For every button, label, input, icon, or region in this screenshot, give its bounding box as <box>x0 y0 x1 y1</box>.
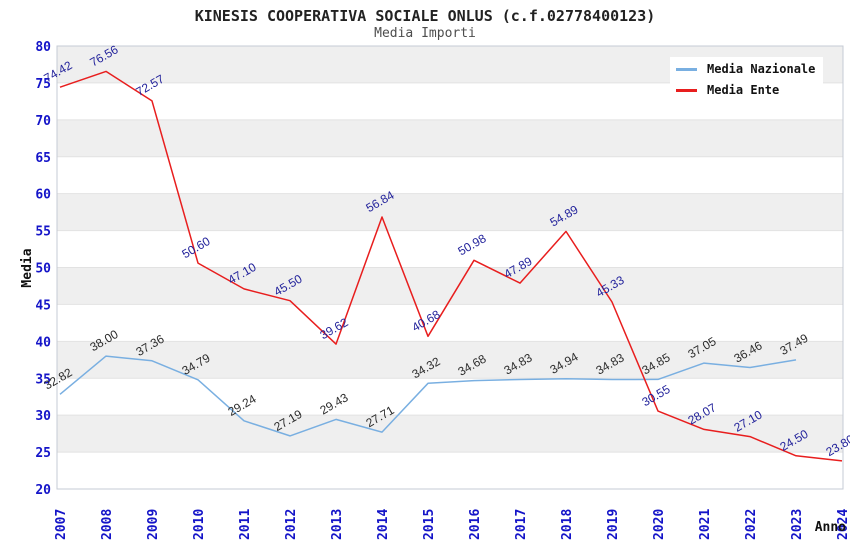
y-tick-label: 55 <box>35 225 51 240</box>
x-tick-label: 2013 <box>330 509 345 540</box>
series-line-media-ente <box>59 70 843 462</box>
x-tick-label: 2009 <box>146 509 161 540</box>
x-tick-label: 2020 <box>652 509 667 540</box>
x-tick-label: 2021 <box>698 509 713 540</box>
x-tick-label: 2019 <box>606 509 621 540</box>
series-line-media-nazionale <box>59 355 797 437</box>
y-tick-label: 75 <box>35 77 51 92</box>
legend-label-ente: Media Ente <box>707 83 780 97</box>
y-tick-label: 35 <box>35 372 51 387</box>
y-tick-label: 30 <box>35 409 51 424</box>
y-axis-title: Media <box>20 248 35 287</box>
legend: Media Nazionale Media Ente <box>670 57 824 103</box>
y-tick-label: 80 <box>35 40 51 55</box>
legend-item-media-ente: Media Ente <box>676 83 815 97</box>
x-tick-label: 2010 <box>192 509 207 540</box>
x-tick-label: 2017 <box>514 509 529 540</box>
x-tick-label: 2018 <box>560 509 575 540</box>
x-tick-label: 2016 <box>468 509 483 540</box>
y-tick-label: 65 <box>35 151 51 166</box>
point-label-media-nazionale: 29.43 <box>317 390 350 417</box>
legend-line-swatch-ente <box>676 88 697 92</box>
point-label-media-ente: 50.98 <box>455 231 488 258</box>
plot-border <box>56 45 844 490</box>
x-tick-label: 2022 <box>744 509 759 540</box>
background-band <box>57 267 843 305</box>
legend-item-media-nazionale: Media Nazionale <box>676 62 815 76</box>
legend-line-swatch-nazionale <box>676 67 697 71</box>
y-tick-label: 20 <box>35 483 51 498</box>
x-tick-label: 2011 <box>238 509 253 540</box>
chart-subtitle: Media Importi <box>374 26 476 41</box>
x-tick-label: 2014 <box>376 509 391 540</box>
background-band <box>57 119 843 157</box>
x-tick-label: 2023 <box>790 509 805 540</box>
y-tick-label: 70 <box>35 114 51 129</box>
y-tick-label: 40 <box>35 335 51 350</box>
legend-label-nazionale: Media Nazionale <box>707 62 816 76</box>
y-tick-label: 45 <box>35 298 51 313</box>
background-band <box>57 415 843 453</box>
y-tick-label: 60 <box>35 188 51 203</box>
x-tick-label: 2015 <box>422 509 437 540</box>
x-axis-title: Anno <box>815 520 846 535</box>
y-tick-label: 50 <box>35 262 51 277</box>
background-band <box>57 193 843 231</box>
x-tick-label: 2024 <box>836 509 850 540</box>
chart-title: KINESIS COOPERATIVA SOCIALE ONLUS (c.f.0… <box>194 7 656 25</box>
x-tick-label: 2012 <box>284 509 299 540</box>
background-band <box>57 341 843 379</box>
x-tick-label: 2008 <box>100 509 115 540</box>
x-tick-label: 2007 <box>54 509 69 540</box>
y-tick-label: 25 <box>35 446 51 461</box>
